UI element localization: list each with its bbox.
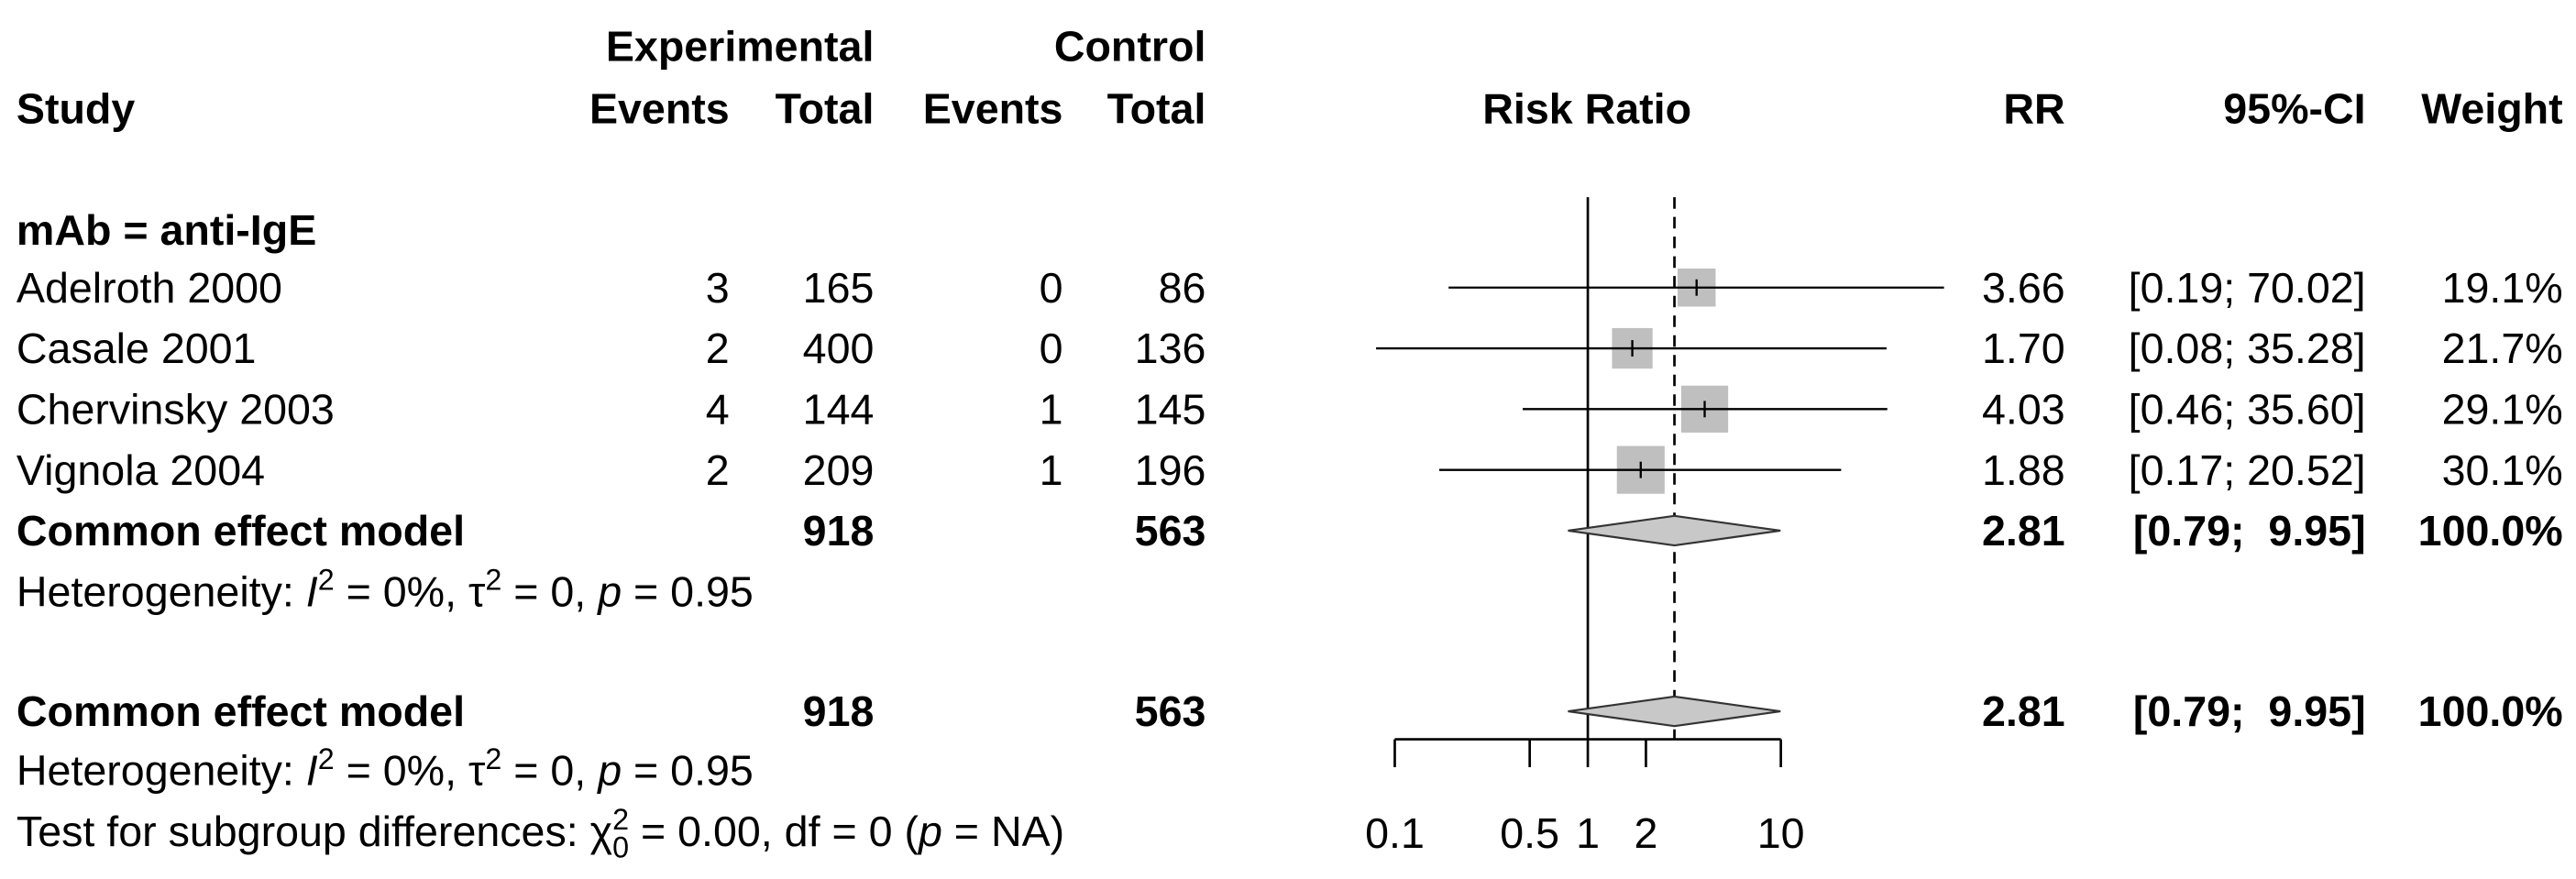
x-tick-label: 0.5 [1500,809,1559,857]
study-name: Casale 2001 [17,324,257,372]
e-total: 209 [803,446,875,494]
summary-name: Common effect model [17,687,465,735]
weight: 30.1% [2442,446,2563,494]
subgroup-label: mAb = anti-IgE [17,206,316,254]
header: Weight [2421,85,2562,133]
summary-rr: 2.81 [1982,507,2065,555]
c-total: 136 [1135,324,1206,372]
text-segment: = 0%, τ [335,567,486,615]
summary-weight: 100.0% [2418,507,2563,555]
header-group: Experimental [606,22,875,70]
text-segment: 2 [318,742,335,775]
summary-c-total: 563 [1135,507,1206,555]
summary-c-total: 563 [1135,687,1206,735]
header: Study [17,85,135,133]
study-name: Adelroth 2000 [17,264,282,312]
rr: 3.66 [1982,264,2065,312]
header: 95%-CI [2223,85,2365,133]
text-segment: = 0.95 [622,747,754,795]
summary-diamond [1568,514,1781,547]
e-events: 4 [706,385,730,433]
text-segment: = 0.00, df = 0 ( [629,808,919,855]
header: Risk Ratio [1482,85,1691,133]
e-events: 3 [706,264,730,312]
summary-ci: [0.79; 9.95] [2133,687,2366,735]
study-name: Vignola 2004 [17,446,265,494]
x-tick-label: 10 [1757,809,1805,857]
summary-rr: 2.81 [1982,687,2065,735]
weight: 19.1% [2442,264,2563,312]
rr: 4.03 [1982,385,2065,433]
c-events: 0 [1040,264,1063,312]
header-group: Control [1054,22,1206,70]
x-tick-label: 2 [1634,809,1657,857]
text-segment: p [596,747,622,795]
text-segment: 2 [485,563,501,596]
text-segment: = 0, [501,747,598,795]
rr: 1.88 [1982,446,2065,494]
ci: [0.17; 20.52] [2129,446,2366,494]
ci: [0.46; 35.60] [2129,385,2366,433]
e-total: 165 [803,264,875,312]
c-events: 1 [1040,385,1063,433]
e-total: 400 [803,324,875,372]
header: Events [923,85,1063,133]
e-events: 2 [706,324,730,372]
text-segment: Heterogeneity: [17,567,306,615]
weight: 29.1% [2442,385,2563,433]
header: Total [1107,85,1206,133]
e-total: 144 [803,385,875,433]
summary-e-total: 918 [803,687,875,735]
text-segment: 2 [612,803,629,836]
text-segment: = 0, [501,567,598,615]
summary-diamond [1568,695,1781,728]
rr: 1.70 [1982,324,2065,372]
summary-ci: [0.79; 9.95] [2133,507,2366,555]
header: RR [2003,85,2064,133]
heterogeneity: Heterogeneity: I2 = 0%, τ2 = 0, p = 0.95 [17,742,754,795]
header: Events [589,85,730,133]
text-segment: p [596,567,622,615]
text-segment: 0 [612,831,629,864]
summary-e-total: 918 [803,507,875,555]
study-name: Chervinsky 2003 [17,385,335,433]
text-segment: p [917,808,942,855]
ci: [0.08; 35.28] [2129,324,2366,372]
text-segment: = 0.95 [622,567,754,615]
text-segment: Test for subgroup differences: χ [17,808,612,855]
text-segment: 2 [318,563,335,596]
subgroup-heterogeneity: Heterogeneity: I2 = 0%, τ2 = 0, p = 0.95 [17,563,754,615]
summary-name: Common effect model [17,507,465,555]
c-events: 1 [1040,446,1063,494]
e-events: 2 [706,446,730,494]
x-tick-label: 1 [1576,809,1600,857]
c-total: 196 [1135,446,1206,494]
c-total: 86 [1159,264,1206,312]
c-events: 0 [1040,324,1063,372]
text-segment: = NA) [942,808,1064,855]
ci: [0.19; 70.02] [2129,264,2366,312]
subgroup-test: Test for subgroup differences: χ2 0 = 0.0… [17,803,1064,863]
c-total: 145 [1135,385,1206,433]
text-segment: I [306,747,318,795]
header: Total [776,85,875,133]
weight: 21.7% [2442,324,2563,372]
text-segment: = 0%, τ [335,747,486,795]
text-segment: 2 [485,742,501,775]
summary-weight: 100.0% [2418,687,2563,735]
x-tick-label: 0.1 [1365,809,1425,857]
text-segment: Heterogeneity: [17,747,306,795]
text-segment: I [306,567,318,615]
